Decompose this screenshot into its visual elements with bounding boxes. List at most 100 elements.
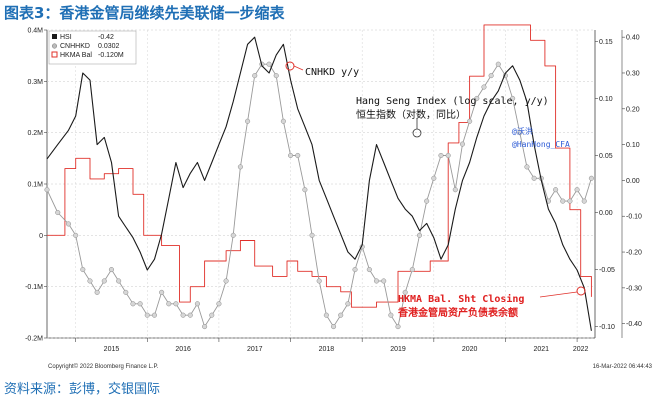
timestamp: 16-Mar-2022 06:44:43 — [593, 364, 653, 370]
annotation-cnhhkd: CNHKD y/y — [305, 67, 359, 78]
left-axis-label: -0.2M — [25, 336, 43, 343]
cnhhkd-point — [474, 95, 480, 101]
annotation-marker-hkma — [576, 286, 586, 296]
x-axis-label: 2018 — [319, 346, 335, 353]
left-axis-label: 0.4M — [27, 28, 43, 35]
cnhhkd-point — [194, 301, 200, 307]
cnhhkd-point — [55, 209, 61, 216]
legend-swatch-cnhhkd — [51, 43, 58, 49]
annotation-handle-en: @HanHong_CFA — [512, 140, 570, 149]
cnhhkd-point — [223, 278, 229, 284]
cnhhkd-point — [445, 152, 451, 159]
cnhhkd-point — [237, 164, 243, 170]
cnhhkd-point — [173, 301, 179, 307]
cnhhkd-point — [574, 187, 580, 193]
x-axis-label: 2021 — [533, 346, 549, 353]
cnhhkd-point — [488, 73, 494, 79]
cnhhkd-point — [495, 61, 501, 67]
legend: HSI -0.42 CNHHKD 0.0302 HKMA Bal -0.120M — [48, 30, 137, 65]
cnhhkd-point — [517, 130, 523, 136]
cnhhkd-point — [130, 301, 136, 307]
cnhhkd-point — [338, 312, 344, 318]
cnhhkd-point — [467, 118, 473, 124]
annotation-handle-cn: @沃洪 — [512, 126, 533, 136]
right-inner-axis-label: -0.05 — [599, 267, 615, 274]
cnhhkd-point — [44, 187, 50, 193]
x-axis-label: 2020 — [462, 346, 478, 353]
cnhhkd-point — [531, 175, 537, 181]
cnhhkd-point — [409, 267, 415, 273]
cnhhkd-point — [459, 141, 466, 147]
x-axis-label: 2017 — [247, 346, 263, 353]
cnhhkd-point — [438, 152, 444, 159]
legend-swatch-hsi — [52, 34, 57, 39]
cnhhkd-point — [395, 324, 401, 330]
annotation-hkma-en: HKMA Bal. Sht Closing — [398, 293, 524, 305]
cnhhkd-point — [524, 164, 530, 170]
cnhhkd-point — [65, 221, 72, 227]
cnhhkd-point — [431, 175, 437, 181]
cnhhkd-point — [481, 84, 487, 90]
copyright-note: Copyright© 2022 Bloomberg Finance L.P. — [48, 363, 159, 370]
legend-hsi-value: -0.42 — [98, 34, 114, 41]
legend-hsi-name: HSI — [60, 34, 72, 41]
right-outer-axis-label: 0.30 — [626, 70, 640, 77]
cnhhkd-point — [388, 312, 394, 318]
annotation-hsi-cn: 恒生指数（对数，同比） — [356, 108, 466, 121]
x-axis-label: 2015 — [104, 346, 120, 353]
cnhhkd-point — [295, 152, 301, 159]
left-axis-label: -0.1M — [25, 284, 43, 291]
left-axis-label: 0.3M — [27, 79, 43, 86]
source-note: 资料来源：彭博，交银国际 — [4, 382, 161, 397]
left-axis-label: 0 — [39, 233, 43, 240]
x-axis-label: 2016 — [175, 346, 191, 353]
right-outer-axis-label: 0.10 — [626, 142, 640, 149]
cnhhkd-point — [330, 324, 337, 330]
cnhhkd-point — [101, 278, 107, 284]
right-inner-axis-label: 0.05 — [599, 153, 613, 160]
axis-labels: 0.4M 0.3M 0.2M 0.1M 0 -0.1M -0.2M 0.15 0.10 0.05 0… — [25, 28, 642, 354]
left-axis-label: 0.2M — [27, 130, 43, 137]
cnhhkd-point — [80, 267, 86, 273]
right-outer-axis-label: 0.20 — [626, 106, 640, 113]
right-inner-axis-label: 0.10 — [599, 96, 613, 103]
cnhhkd-point — [316, 278, 322, 284]
cnhhkd-point — [567, 198, 573, 204]
annotations: CNHKD y/y Hang Seng Index (log scale, y/… — [285, 61, 586, 319]
cnhhkd-point — [151, 312, 158, 318]
cnhhkd-point — [323, 312, 329, 318]
right-outer-axis-label: -0.40 — [626, 321, 642, 328]
cnhhkd-point — [510, 95, 516, 101]
series-line-hsi — [46, 36, 592, 331]
cnhhkd-point — [180, 312, 186, 318]
cnhhkd-point — [288, 152, 294, 159]
legend-cnhhkd-name: CNHHKD — [60, 43, 90, 50]
cnhhkd-point — [366, 267, 372, 273]
cnhhkd-point — [416, 232, 423, 238]
annotation-hsi-en: Hang Seng Index (log scale, y/y) — [356, 96, 549, 107]
cnhhkd-point — [560, 198, 566, 204]
cnhhkd-point — [87, 278, 93, 284]
data-series — [44, 24, 594, 331]
cnhhkd-point — [309, 232, 315, 238]
cnhhkd-point — [273, 73, 279, 79]
cnhhkd-point — [381, 278, 387, 284]
annotation-leader-cnhhkd — [293, 65, 304, 71]
cnhhkd-point — [116, 278, 122, 284]
cnhhkd-point — [424, 198, 430, 204]
cnhhkd-point — [159, 289, 165, 295]
cnhhkd-point — [581, 198, 587, 204]
cnhhkd-point — [209, 312, 215, 318]
cnhhkd-point — [187, 312, 193, 318]
cnhhkd-point — [252, 73, 258, 79]
cnhhkd-point — [202, 324, 208, 330]
right-inner-axis-label: 0.00 — [599, 210, 613, 217]
legend-swatch-hkma — [51, 51, 58, 58]
cnhhkd-point — [266, 61, 272, 67]
right-outer-axis-label: -0.30 — [626, 285, 642, 292]
cnhhkd-point — [245, 118, 251, 124]
right-outer-axis-label: 0.00 — [626, 178, 640, 185]
annotation-leader-hkma — [539, 291, 578, 298]
figure-title: 图表3：香港金管局继续先美联储一步缩表 — [4, 4, 285, 22]
